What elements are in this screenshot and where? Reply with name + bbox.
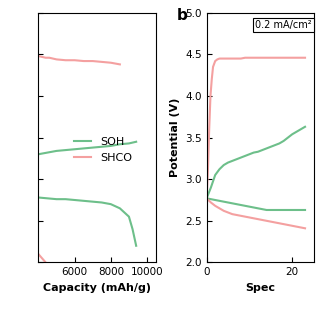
Text: 0.2 mA/cm²: 0.2 mA/cm²: [255, 20, 312, 30]
Y-axis label: Potential (V): Potential (V): [170, 98, 180, 177]
Text: b: b: [177, 8, 188, 23]
X-axis label: Spec: Spec: [245, 283, 275, 293]
Legend: SOH, SHCO: SOH, SHCO: [70, 133, 136, 167]
X-axis label: Capacity (mAh/g): Capacity (mAh/g): [43, 283, 151, 293]
